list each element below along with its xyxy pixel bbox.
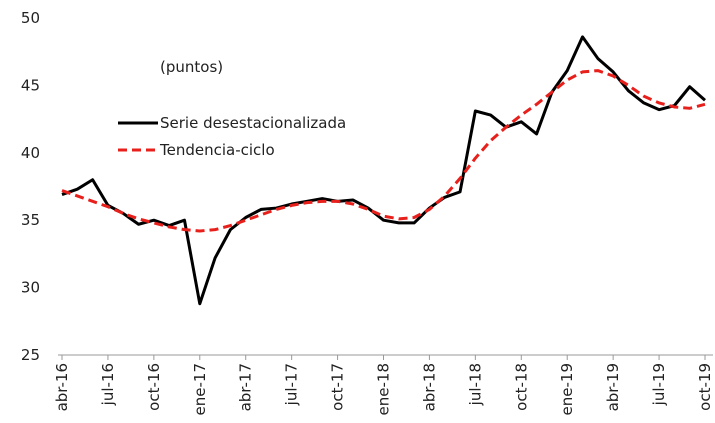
line xyxy=(61,69,706,233)
x-tick-label: oct-16 xyxy=(145,363,163,411)
y-tick-label: 50 xyxy=(21,9,40,27)
x-tick-label: jul-16 xyxy=(99,363,117,406)
x-tick-label: abr-18 xyxy=(420,363,438,411)
y-tick-label: 25 xyxy=(21,346,40,364)
x-tick-label: jul-19 xyxy=(650,363,668,406)
x-tick-label: ene-19 xyxy=(558,363,576,415)
annotation: (puntos) xyxy=(160,58,223,76)
x-tick-label: abr-17 xyxy=(237,363,255,411)
y-tick-label: 35 xyxy=(21,211,40,229)
x-tick-label: ene-18 xyxy=(375,363,393,415)
x-tick-label: jul-17 xyxy=(283,363,301,406)
line xyxy=(61,35,706,306)
legend-label: Tendencia-ciclo xyxy=(159,141,275,159)
x-tick-label: ene-17 xyxy=(191,363,209,415)
legend-label: Serie desestacionalizada xyxy=(160,114,346,132)
x-tick-label: abr-16 xyxy=(53,363,71,411)
y-tick-label: 30 xyxy=(21,279,40,297)
x-tick-label: abr-19 xyxy=(604,363,622,411)
x-tick-label: oct-19 xyxy=(696,363,714,411)
x-tick-label: oct-18 xyxy=(512,363,530,411)
x-tick-label: oct-17 xyxy=(329,363,347,411)
y-tick-label: 45 xyxy=(21,76,40,94)
x-tick-label: jul-18 xyxy=(466,363,484,406)
y-tick-label: 40 xyxy=(21,144,40,162)
